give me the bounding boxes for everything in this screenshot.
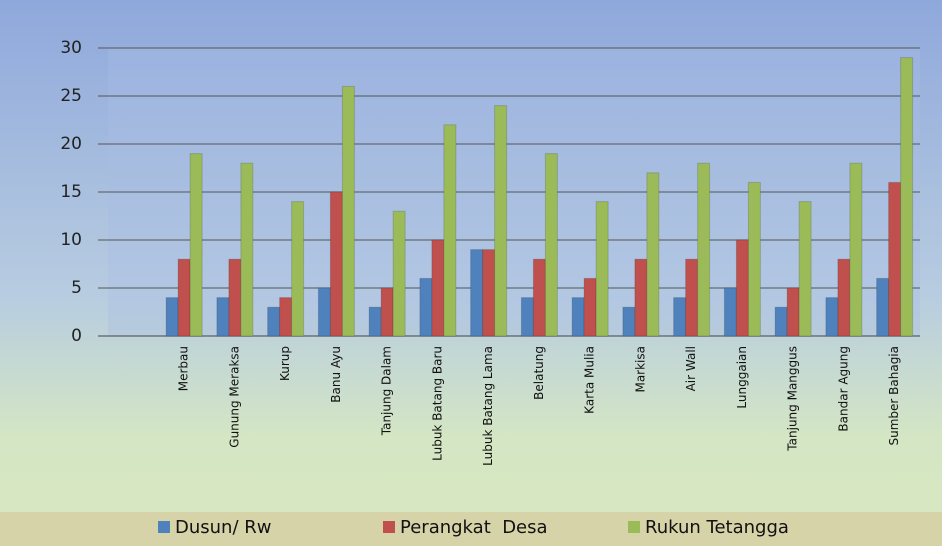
x-tick-label: Lubuk Batang Lama xyxy=(481,346,495,466)
bar xyxy=(291,201,305,337)
x-tick-label: Bandar Agung xyxy=(836,346,850,432)
x-tick-label: Karta Mulia xyxy=(583,346,597,414)
legend-label: Rukun Tetangga xyxy=(645,517,789,538)
bar xyxy=(341,85,355,337)
bar xyxy=(317,287,331,337)
bar xyxy=(849,162,863,337)
legend-swatch xyxy=(628,521,640,533)
legend-swatch xyxy=(383,521,395,533)
bar xyxy=(380,287,394,337)
bar xyxy=(419,277,433,337)
bar xyxy=(532,258,546,337)
legend-strip xyxy=(0,512,942,546)
bar xyxy=(165,297,179,337)
bar xyxy=(798,201,812,337)
bar xyxy=(279,297,293,337)
bar xyxy=(634,258,648,337)
bar xyxy=(697,162,711,337)
bar xyxy=(646,172,660,337)
bar xyxy=(240,162,254,337)
bar xyxy=(673,297,687,337)
bar xyxy=(786,287,800,337)
y-tick-label: 10 xyxy=(60,230,82,250)
bar xyxy=(267,306,281,337)
y-tick-label: 25 xyxy=(60,86,82,106)
bar xyxy=(595,201,609,337)
bar xyxy=(876,277,890,337)
y-tick-label: 15 xyxy=(60,182,82,202)
bar xyxy=(571,297,585,337)
bar xyxy=(216,297,230,337)
x-tick-label: Tanjung Manggus xyxy=(786,346,800,452)
bar xyxy=(583,277,597,337)
y-tick-label: 5 xyxy=(71,278,82,298)
x-tick-label: Lubuk Batang Baru xyxy=(430,346,444,461)
bar xyxy=(494,105,508,337)
bar xyxy=(622,306,636,337)
bar xyxy=(189,153,203,337)
bar xyxy=(825,297,839,337)
x-tick-label: Gunung Meraksa xyxy=(227,346,241,448)
bar xyxy=(177,258,191,337)
bar xyxy=(685,258,699,337)
bar xyxy=(723,287,737,337)
x-tick-label: Kurup xyxy=(278,346,292,381)
y-tick-label: 20 xyxy=(60,134,82,154)
bar xyxy=(520,297,534,337)
x-tick-label: Merbau xyxy=(177,346,191,391)
x-tick-label: Sumber Bahagia xyxy=(887,346,901,446)
bar xyxy=(888,181,902,337)
bar xyxy=(431,239,445,337)
bar xyxy=(900,57,914,337)
bar xyxy=(544,153,558,337)
bar xyxy=(774,306,788,337)
x-tick-label: Air Wall xyxy=(684,346,698,391)
bar xyxy=(735,239,749,337)
bar xyxy=(329,191,343,337)
x-tick-label: Banu Ayu xyxy=(329,346,343,403)
legend-swatch xyxy=(158,521,170,533)
bar xyxy=(470,249,484,337)
y-tick-label: 0 xyxy=(71,326,82,346)
x-tick-label: Markisa xyxy=(633,346,647,393)
y-tick-label: 30 xyxy=(60,38,82,58)
bar xyxy=(368,306,382,337)
legend-label: Perangkat Desa xyxy=(400,517,548,538)
x-tick-label: Tanjung Dalam xyxy=(380,346,394,436)
bar xyxy=(392,210,406,337)
bar xyxy=(747,181,761,337)
bar xyxy=(228,258,242,337)
legend-label: Dusun/ Rw xyxy=(175,517,271,538)
bar xyxy=(837,258,851,337)
x-tick-label: Belatung xyxy=(532,346,546,400)
x-tick-label: Lunggaian xyxy=(735,346,749,409)
bar xyxy=(443,124,457,337)
bar xyxy=(482,249,496,337)
